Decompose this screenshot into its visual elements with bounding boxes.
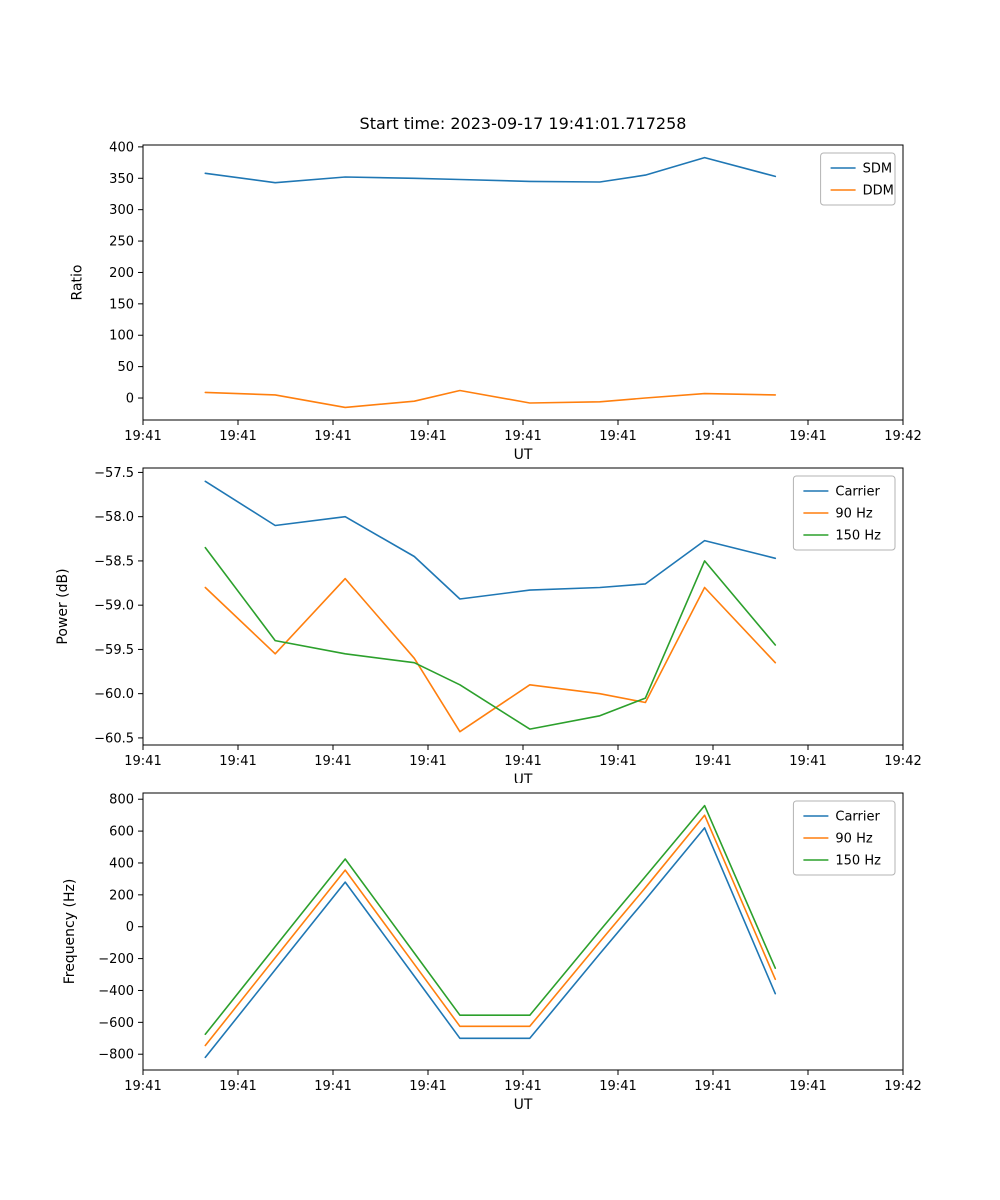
power-ytick-label: −60.0	[94, 687, 134, 702]
frequency-axes: −800 −600 −400 −200 0 200 400 600 800 19:41 19:41 1…	[98, 792, 922, 1094]
ratio-legend-label: SDM	[863, 162, 892, 177]
ratio-ytick-label: 150	[109, 297, 134, 312]
frequency-ytick-label: −600	[98, 1016, 134, 1031]
frequency-xtick-label: 19:41	[409, 1079, 446, 1094]
frequency-chart: −800 −600 −400 −200 0 200 400 600 800 19:41 19:41 1…	[62, 792, 922, 1113]
power-legend-label: 150 Hz	[835, 529, 881, 544]
power-xtick-label: 19:41	[504, 754, 541, 769]
ratio-y-axis-label: Ratio	[69, 265, 85, 301]
power-legend-label: Carrier	[835, 485, 880, 500]
frequency-xtick-label: 19:41	[694, 1079, 731, 1094]
ratio-xtick-label: 19:41	[789, 429, 826, 444]
frequency-legend-label: Carrier	[835, 810, 880, 825]
power-chart: −60.5 −60.0 −59.5 −59.0 −58.5 −58.0 −57.5 19:41…	[55, 466, 922, 783]
frequency-xtick-label: 19:41	[124, 1079, 161, 1094]
ratio-xtick-label: 19:41	[409, 429, 446, 444]
power-ytick-label: −58.0	[94, 510, 134, 525]
power-xtick-label: 19:41	[694, 754, 731, 769]
power-legend: Carrier 90 Hz 150 Hz	[792, 475, 896, 551]
frequency-xtick-label: 19:41	[314, 1079, 351, 1094]
frequency-ytick-label: 0	[126, 920, 134, 935]
ratio-x-axis-label: UT	[514, 447, 533, 460]
frequency-xtick-label: 19:41	[599, 1079, 636, 1094]
ratio-ytick-label: 300	[109, 203, 134, 218]
power-ytick-label: −60.5	[94, 731, 134, 746]
ratio-legend: SDM DDM	[820, 152, 896, 206]
ratio-xtick-label: 19:41	[314, 429, 351, 444]
ratio-ytick-label: 250	[109, 235, 134, 250]
ratio-ytick-label: 400	[109, 140, 134, 155]
frequency-series-150-hz	[204, 804, 777, 1036]
power-xtick-label: 19:42	[884, 754, 921, 769]
power-xtick-label: 19:41	[409, 754, 446, 769]
frequency-legend: Carrier 90 Hz 150 Hz	[792, 800, 896, 876]
frequency-series-carrier	[204, 827, 777, 1059]
power-ytick-label: −59.0	[94, 599, 134, 614]
ratio-xtick-label: 19:41	[694, 429, 731, 444]
frequency-legend-label: 150 Hz	[835, 854, 881, 869]
power-series-90-hz	[204, 577, 777, 733]
frequency-legend-label: 90 Hz	[835, 832, 872, 847]
frequency-ytick-label: −400	[98, 984, 134, 999]
frequency-ytick-label: 400	[109, 856, 134, 871]
power-xtick-label: 19:41	[219, 754, 256, 769]
ratio-xtick-label: 19:41	[599, 429, 636, 444]
ratio-xtick-label: 19:42	[884, 429, 921, 444]
power-xtick-label: 19:41	[789, 754, 826, 769]
frequency-ytick-label: 200	[109, 888, 134, 903]
ratio-xtick-label: 19:41	[504, 429, 541, 444]
power-x-axis-label: UT	[514, 772, 533, 783]
frequency-ytick-label: −800	[98, 1048, 134, 1063]
frequency-xtick-label: 19:42	[884, 1079, 921, 1094]
frequency-xtick-label: 19:41	[504, 1079, 541, 1094]
figure-title: Start time: 2023-09-17 19:41:01.717258	[359, 114, 687, 133]
power-xtick-label: 19:41	[599, 754, 636, 769]
frequency-ytick-label: 600	[109, 825, 134, 840]
power-series-150-hz	[204, 546, 777, 730]
ratio-chart: 0 50 100 150 200 250 300 350 400 19:41 19:41 19:41 1…	[69, 140, 922, 460]
power-ytick-label: −57.5	[94, 466, 134, 481]
frequency-x-axis-label: UT	[514, 1097, 533, 1113]
power-y-axis-label: Power (dB)	[55, 568, 71, 644]
power-ytick-label: −59.5	[94, 643, 134, 658]
ratio-xtick-label: 19:41	[124, 429, 161, 444]
ratio-ytick-label: 350	[109, 172, 134, 187]
power-ytick-label: −58.5	[94, 554, 134, 569]
ratio-axes: 0 50 100 150 200 250 300 350 400 19:41 19:41 19:41 1…	[109, 140, 922, 444]
frequency-series-90-hz	[204, 814, 777, 1047]
frequency-ytick-label: 800	[109, 793, 134, 808]
ratio-legend-label: DDM	[863, 184, 894, 199]
ratio-ytick-label: 100	[109, 329, 134, 344]
ratio-ytick-label: 0	[126, 392, 134, 407]
power-xtick-label: 19:41	[124, 754, 161, 769]
ratio-series-ddm	[204, 389, 777, 409]
ratio-xtick-label: 19:41	[219, 429, 256, 444]
frequency-ytick-label: −200	[98, 952, 134, 967]
ratio-ytick-label: 50	[117, 360, 134, 375]
frequency-xtick-label: 19:41	[219, 1079, 256, 1094]
power-series-carrier	[204, 480, 777, 600]
frequency-xtick-label: 19:41	[789, 1079, 826, 1094]
frequency-y-axis-label: Frequency (Hz)	[62, 879, 78, 985]
power-xtick-label: 19:41	[314, 754, 351, 769]
power-legend-label: 90 Hz	[835, 507, 872, 522]
ratio-series-sdm	[204, 156, 777, 184]
power-axes: −60.5 −60.0 −59.5 −59.0 −58.5 −58.0 −57.5 19:41…	[94, 466, 922, 769]
ratio-ytick-label: 200	[109, 266, 134, 281]
